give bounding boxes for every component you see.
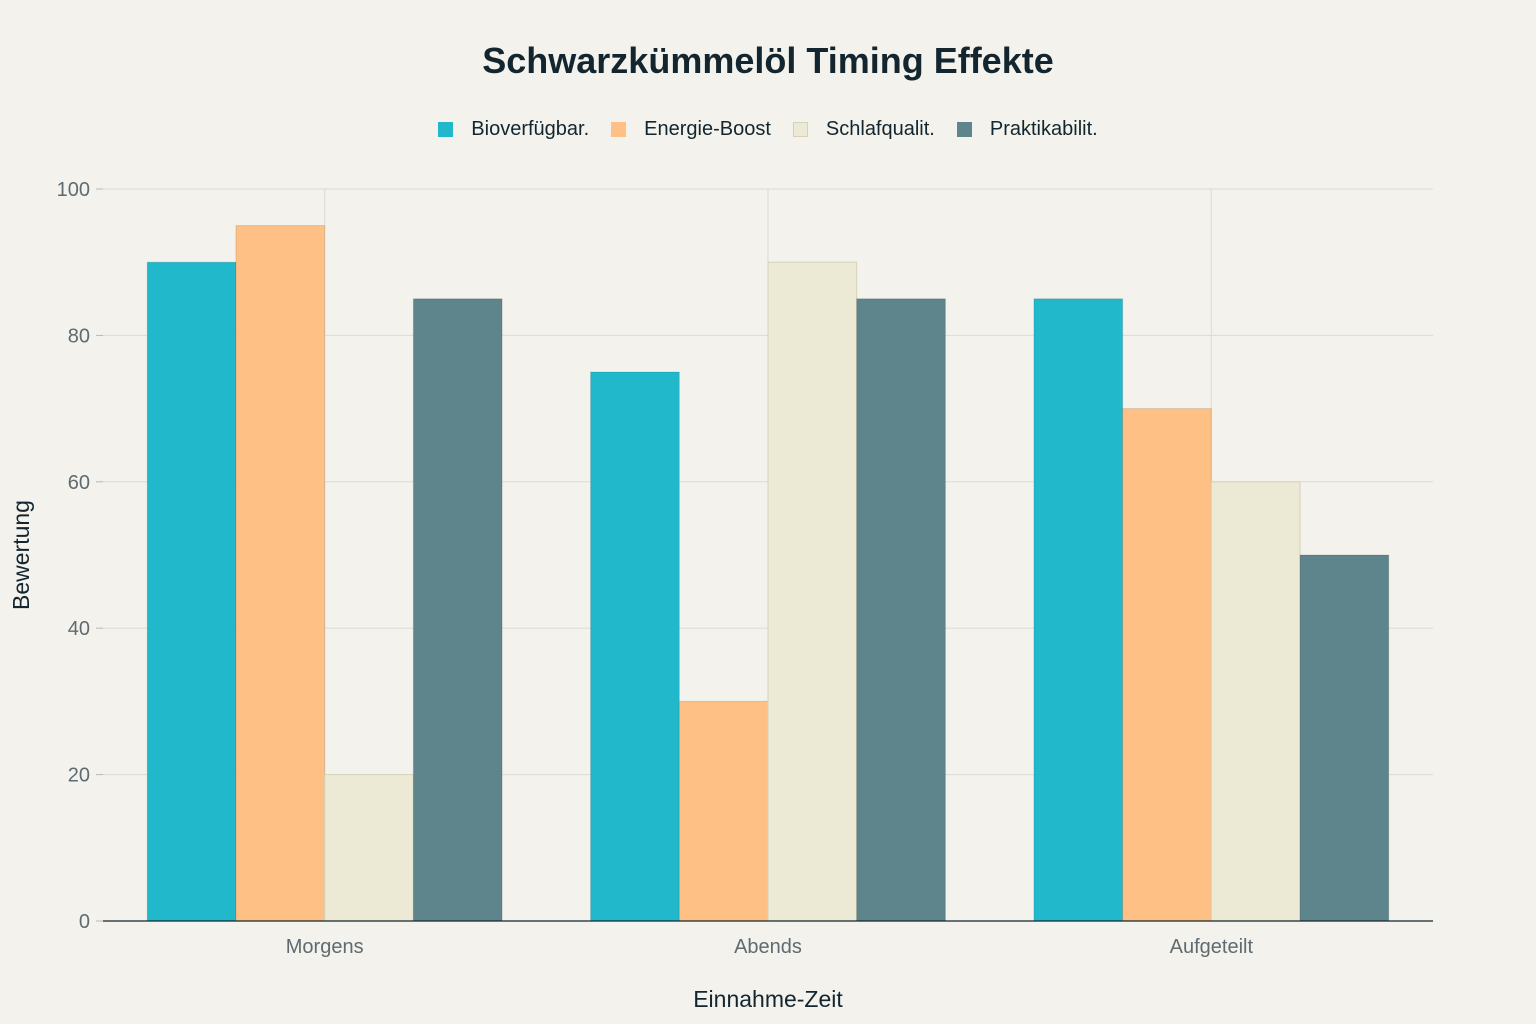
bar-s1-c2 [1122,408,1212,922]
bar-s0-c1 [590,371,680,922]
y-tick-label-40: 40 [68,618,90,640]
bar-s3-c0 [412,298,503,922]
legend-item-schlafqualitaet[interactable]: Schlafqualit. [792,118,935,141]
legend-label-schlafqualitaet: Schlafqualit. [825,118,935,140]
legend-swatch-praktikabilitaet [956,122,972,137]
legend-swatch-schlafqualitaet [792,122,808,137]
y-tick-label-80: 80 [68,325,90,347]
bar-s0-c2 [1033,298,1124,922]
bar-s2-c2 [1210,481,1301,922]
legend-item-praktikabilitaet[interactable]: Praktikabilit. [956,118,1098,141]
legend-swatch-energie-boost [611,122,627,137]
x-axis-title: Einnahme-Zeit [693,986,843,1012]
chart-title: Schwarzkümmelöl Timing Effekte [482,40,1054,81]
y-tick-label-0: 0 [79,911,90,933]
legend-label-bioverfuegbar: Bioverfügbar. [471,118,590,140]
bar-s3-c1 [856,298,946,922]
legend-swatch-bioverfuegbar [438,122,454,137]
x-tick-label-0: Morgens [286,936,364,958]
legend: Bioverfügbar. Energie-Boost Schlafqualit… [0,118,1536,141]
y-axis-title: Bewertung [8,500,34,610]
legend-item-bioverfuegbar[interactable]: Bioverfügbar. [438,118,589,141]
bar-s0-c0 [146,261,237,922]
bar-s1-c0 [235,225,326,922]
bar-s3-c2 [1299,554,1390,922]
bar-s2-c1 [767,261,858,922]
bar-s2-c0 [324,774,414,922]
y-tick-label-60: 60 [68,472,90,494]
x-tick-label-2: Aufgeteilt [1170,936,1254,958]
bar-s1-c1 [678,700,769,922]
x-tick-label-1: Abends [734,936,802,958]
y-tick-label-20: 20 [68,765,90,787]
legend-item-energie-boost[interactable]: Energie-Boost [611,118,771,141]
legend-label-praktikabilitaet: Praktikabilit. [989,118,1098,140]
legend-label-energie-boost: Energie-Boost [644,118,771,140]
y-tick-label-100: 100 [57,179,90,201]
